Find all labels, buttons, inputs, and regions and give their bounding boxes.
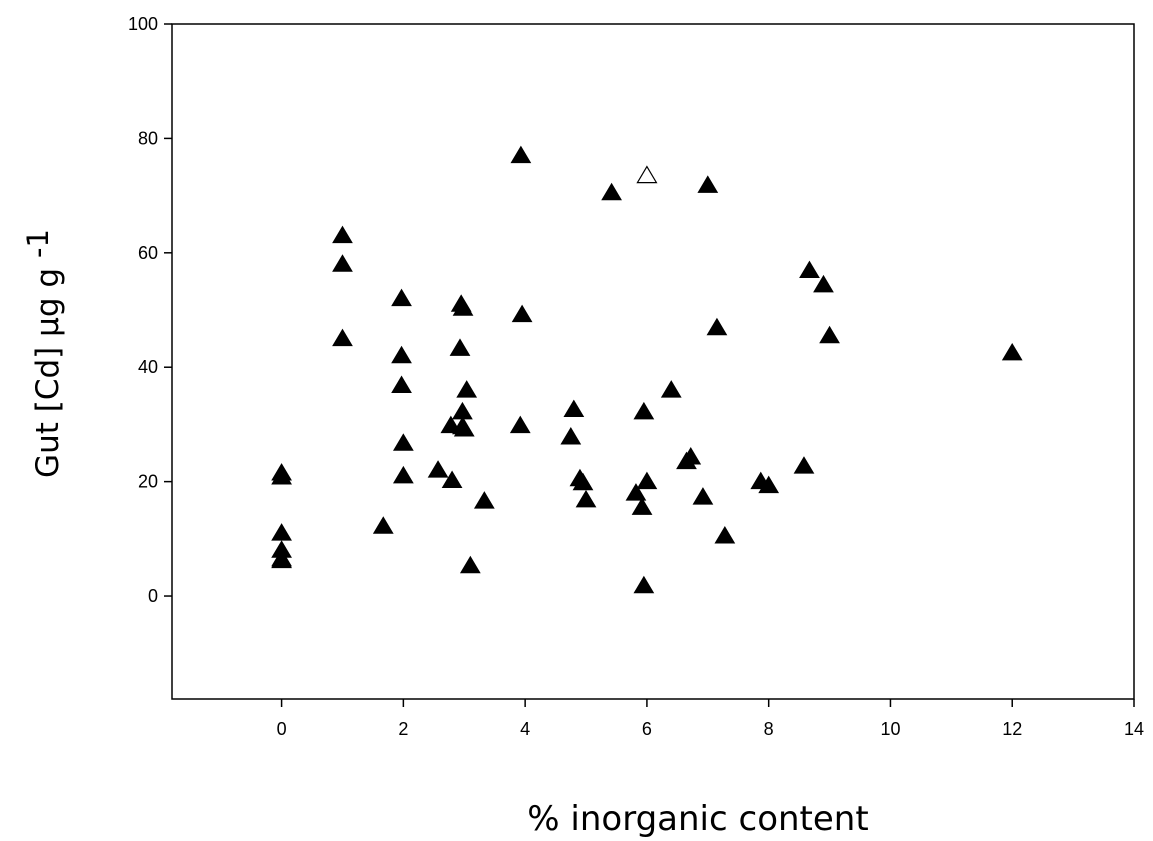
- data-point-triangle: [332, 254, 353, 272]
- data-point-triangle: [510, 145, 532, 164]
- y-tick-label: 60: [138, 243, 158, 263]
- data-point-triangle: [793, 456, 815, 474]
- data-point-triangle: [633, 575, 655, 594]
- y-tick-label: 100: [128, 14, 158, 34]
- data-point-triangle: [758, 475, 780, 494]
- data-point-triangle: [714, 525, 736, 544]
- data-point-triangle: [332, 225, 353, 244]
- data-point-triangle: [271, 523, 292, 541]
- data-point-triangle: [372, 516, 394, 534]
- data-point-triangle: [509, 415, 531, 434]
- data-points: [271, 145, 1023, 594]
- data-point-triangle: [697, 175, 719, 193]
- data-point-triangle: [452, 401, 473, 420]
- data-point-triangle: [601, 182, 622, 201]
- data-point-triangle: [511, 304, 533, 323]
- data-point-triangle: [449, 338, 471, 356]
- data-point-triangle: [636, 471, 658, 490]
- y-tick-label: 40: [138, 357, 158, 377]
- data-point-triangle: [453, 419, 475, 437]
- data-point-triangle: [391, 375, 412, 394]
- data-point-triangle: [452, 298, 474, 316]
- y-axis-title-main: Gut [Cd] µg g: [30, 268, 66, 478]
- data-point-triangle: [692, 487, 714, 505]
- plot-frame: [171, 23, 1135, 700]
- x-tick-label: 12: [1002, 719, 1022, 739]
- x-axis-ticks: 0 2 4 6 8 10 12 14: [277, 699, 1144, 739]
- data-point-triangle: [271, 550, 292, 569]
- y-tick-label: 0: [148, 586, 158, 606]
- x-tick-label: 0: [277, 719, 287, 739]
- y-axis-title-superscript: -1: [21, 229, 55, 258]
- data-point-triangle: [392, 433, 414, 451]
- data-point-triangle: [799, 260, 820, 279]
- data-point-triangle: [633, 401, 655, 420]
- data-point-triangle: [332, 328, 353, 347]
- data-point-triangle: [271, 467, 292, 485]
- y-tick-label: 80: [138, 128, 158, 148]
- data-point-triangle: [706, 317, 728, 336]
- y-axis-ticks: 0 20 40 60 80 100: [128, 14, 172, 606]
- data-point-triangle: [392, 465, 414, 484]
- x-tick-label: 10: [880, 719, 900, 739]
- data-point-triangle: [660, 380, 682, 398]
- data-point-triangle: [456, 380, 478, 398]
- x-axis-title: % inorganic content: [527, 799, 868, 839]
- data-point-triangle: [625, 483, 647, 501]
- x-tick-label: 14: [1124, 719, 1144, 739]
- data-point-triangle: [391, 288, 412, 307]
- x-tick-label: 2: [398, 719, 408, 739]
- data-point-triangle: [560, 427, 582, 445]
- y-tick-label: 20: [138, 472, 158, 492]
- data-point-triangle: [813, 274, 834, 293]
- data-point-triangle: [575, 489, 597, 508]
- data-point-triangle: [819, 325, 840, 344]
- x-tick-label: 6: [642, 719, 652, 739]
- x-tick-label: 4: [520, 719, 530, 739]
- data-point-triangle: [473, 491, 495, 509]
- data-point-triangle: [459, 555, 481, 574]
- data-point-triangle: [631, 497, 653, 515]
- data-point-triangle: [1001, 342, 1023, 361]
- data-point-triangle: [563, 399, 585, 418]
- data-point-triangle: [441, 470, 463, 488]
- x-tick-label: 8: [764, 719, 774, 739]
- data-point-triangle: [391, 345, 412, 364]
- y-axis-title: Gut [Cd] µg g -1: [21, 229, 66, 478]
- data-point-triangle: [427, 460, 449, 478]
- data-point-open-triangle: [636, 165, 658, 184]
- data-point-triangle: [680, 447, 702, 465]
- data-point-triangle: [572, 472, 594, 491]
